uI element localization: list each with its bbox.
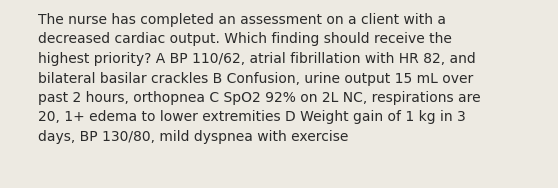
Text: The nurse has completed an assessment on a client with a
decreased cardiac outpu: The nurse has completed an assessment on… (38, 13, 480, 144)
